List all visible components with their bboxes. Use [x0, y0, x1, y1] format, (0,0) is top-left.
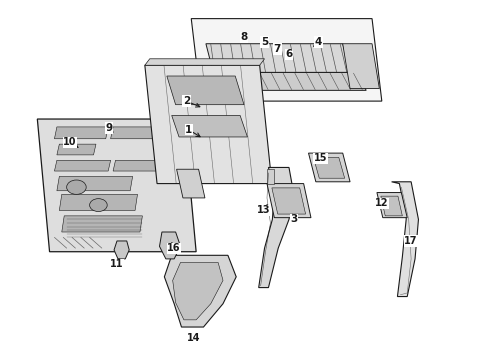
Text: 10: 10 [63, 138, 77, 147]
Text: 17: 17 [404, 236, 418, 246]
Polygon shape [220, 72, 366, 90]
Circle shape [67, 180, 86, 194]
Polygon shape [159, 232, 180, 259]
Polygon shape [267, 169, 274, 184]
Polygon shape [57, 144, 96, 155]
Polygon shape [176, 169, 205, 198]
Text: 14: 14 [187, 333, 200, 343]
Text: 9: 9 [106, 123, 113, 133]
Polygon shape [343, 44, 379, 89]
Polygon shape [167, 76, 244, 105]
Polygon shape [381, 196, 402, 216]
Polygon shape [111, 127, 162, 139]
Text: 12: 12 [375, 198, 389, 208]
Text: 2: 2 [183, 96, 190, 106]
Polygon shape [206, 44, 350, 72]
Polygon shape [145, 65, 272, 184]
Text: 11: 11 [110, 259, 124, 269]
Polygon shape [37, 119, 196, 252]
Text: 6: 6 [285, 49, 293, 59]
Polygon shape [59, 194, 138, 211]
Text: 15: 15 [314, 153, 327, 163]
Polygon shape [57, 176, 133, 191]
Polygon shape [377, 193, 407, 218]
Polygon shape [191, 19, 382, 101]
Polygon shape [172, 262, 223, 320]
Polygon shape [114, 241, 129, 259]
Polygon shape [267, 184, 311, 218]
Polygon shape [54, 127, 108, 139]
Polygon shape [259, 167, 294, 288]
Text: 13: 13 [257, 206, 270, 216]
Text: 7: 7 [273, 44, 281, 54]
Polygon shape [314, 157, 344, 178]
Text: 3: 3 [290, 215, 297, 224]
Polygon shape [272, 188, 306, 214]
Text: 1: 1 [185, 125, 193, 135]
Polygon shape [164, 255, 236, 327]
Polygon shape [54, 160, 111, 171]
Polygon shape [145, 59, 265, 65]
Polygon shape [309, 153, 350, 182]
Text: 8: 8 [241, 32, 247, 42]
Polygon shape [172, 116, 247, 137]
Polygon shape [392, 182, 418, 297]
Text: 16: 16 [168, 243, 181, 253]
Polygon shape [113, 160, 167, 171]
Polygon shape [62, 216, 143, 232]
Text: 4: 4 [315, 37, 322, 47]
Circle shape [90, 199, 107, 212]
Text: 5: 5 [261, 37, 268, 47]
